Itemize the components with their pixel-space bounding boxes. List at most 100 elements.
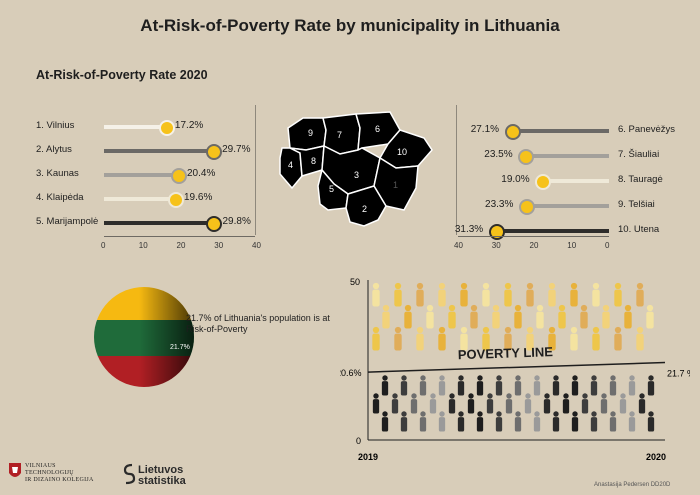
svg-text:2: 2 [362,204,367,214]
statistics-logo-icon [123,463,136,485]
svg-text:4: 4 [288,160,293,170]
person-silhouette-icon [533,411,541,432]
x-tick-label: 30 [214,241,224,250]
svg-text:6: 6 [375,124,380,134]
person-silhouette-icon [600,393,608,414]
hand-coin-icon [488,224,505,240]
person-silhouette-icon [470,304,478,329]
person-silhouette-icon [504,282,512,307]
bar-category-label: 1. Vilnius [36,120,75,131]
hand-coin-icon [167,192,184,208]
bar-value-label: 29.8% [222,216,251,227]
person-silhouette-icon [548,326,556,351]
person-silhouette-icon [558,304,566,329]
person-silhouette-icon [457,375,465,396]
hand-coin-icon [504,124,521,140]
person-silhouette-icon [638,393,646,414]
person-silhouette-icon [562,393,570,414]
person-silhouette-icon [394,326,402,351]
poverty-line-chart: POVERTY LINE 50 0 20.6% 21.7 % 2019 2020 [340,277,690,462]
x-tick-label: 20 [176,241,186,250]
svg-text:10: 10 [397,147,407,157]
author-credit: Anastasija Pedersen DD20D [594,482,671,488]
person-silhouette-icon [460,282,468,307]
y-tick-label: 50 [350,277,360,287]
bar-category-label: 8. Tauragė [618,174,663,185]
map-region-2 [345,185,387,227]
map-region-6 [355,111,401,152]
left-chart-title: At-Risk-of-Poverty Rate 2020 [36,68,208,82]
person-silhouette-icon [416,282,424,307]
person-silhouette-icon [590,411,598,432]
person-silhouette-icon [457,411,465,432]
lithuania-map: 9 7 6 4 8 10 3 5 1 2 [279,111,433,227]
person-silhouette-icon [476,411,484,432]
person-silhouette-icon [580,304,588,329]
person-silhouette-icon [419,375,427,396]
person-silhouette-icon [482,282,490,307]
x-tick-label: 20 [529,241,539,250]
person-silhouette-icon [548,282,556,307]
person-silhouette-icon [381,375,389,396]
end-value-label: 21.7 % [667,369,690,379]
person-silhouette-icon [647,375,655,396]
person-silhouette-icon [571,411,579,432]
bar-value-label: 31.3% [454,224,484,235]
svg-text:7: 7 [337,130,342,140]
pie-slice-label: 21.7% [170,344,190,351]
person-silhouette-icon [609,411,617,432]
bar-category-label: 2. Alytus [36,144,72,155]
x-tick-label: 30 [491,241,501,250]
separator-line [255,105,256,235]
svg-text:3: 3 [354,170,359,180]
hand-coin-icon [158,120,175,136]
bar [104,125,169,129]
bar-category-label: 4. Klaipėda [36,192,84,203]
person-silhouette-icon [400,411,408,432]
person-silhouette-icon [460,326,468,351]
person-silhouette-icon [590,375,598,396]
person-silhouette-icon [448,393,456,414]
svg-text:9: 9 [308,128,313,138]
bar-category-label: 7. Šiauliai [618,149,660,160]
person-silhouette-icon [482,326,490,351]
bar-value-label: 17.2% [174,120,204,131]
page-title: At-Risk-of-Poverty Rate by municipality … [140,16,560,35]
svg-text:1: 1 [393,180,398,190]
bar [521,204,609,208]
person-silhouette-icon [552,375,560,396]
bar [104,221,217,225]
person-silhouette-icon [372,282,380,307]
person-silhouette-icon [381,411,389,432]
person-silhouette-icon [429,393,437,414]
person-silhouette-icon [636,282,644,307]
statistics-logo-text: Lietuvos statistika [138,464,186,487]
y-tick-label: 0 [356,436,361,446]
person-silhouette-icon [543,393,551,414]
x-tick-label: 2019 [358,452,378,462]
bar-category-label: 5. Marijampolė [36,216,99,227]
bar [537,179,609,183]
person-silhouette-icon [570,326,578,351]
person-silhouette-icon [536,304,544,329]
person-silhouette-icon [552,411,560,432]
person-silhouette-icon [570,282,578,307]
x-axis [458,236,609,237]
person-silhouette-icon [404,304,412,329]
svg-text:8: 8 [311,156,316,166]
bar-category-label: 10. Utena [618,224,660,235]
bar-value-label: 23.5% [484,149,513,160]
person-silhouette-icon [571,375,579,396]
person-silhouette-icon [614,326,622,351]
person-silhouette-icon [581,393,589,414]
person-silhouette-icon [602,304,610,329]
separator-line [456,105,457,235]
person-silhouette-icon [646,304,654,329]
person-silhouette-icon [391,393,399,414]
bar-value-label: 27.1% [470,124,500,135]
person-silhouette-icon [400,375,408,396]
x-tick-label: 10 [567,241,577,250]
hand-coin-icon [171,168,187,184]
poverty-line-label: POVERTY LINE [458,344,554,362]
person-silhouette-icon [394,282,402,307]
